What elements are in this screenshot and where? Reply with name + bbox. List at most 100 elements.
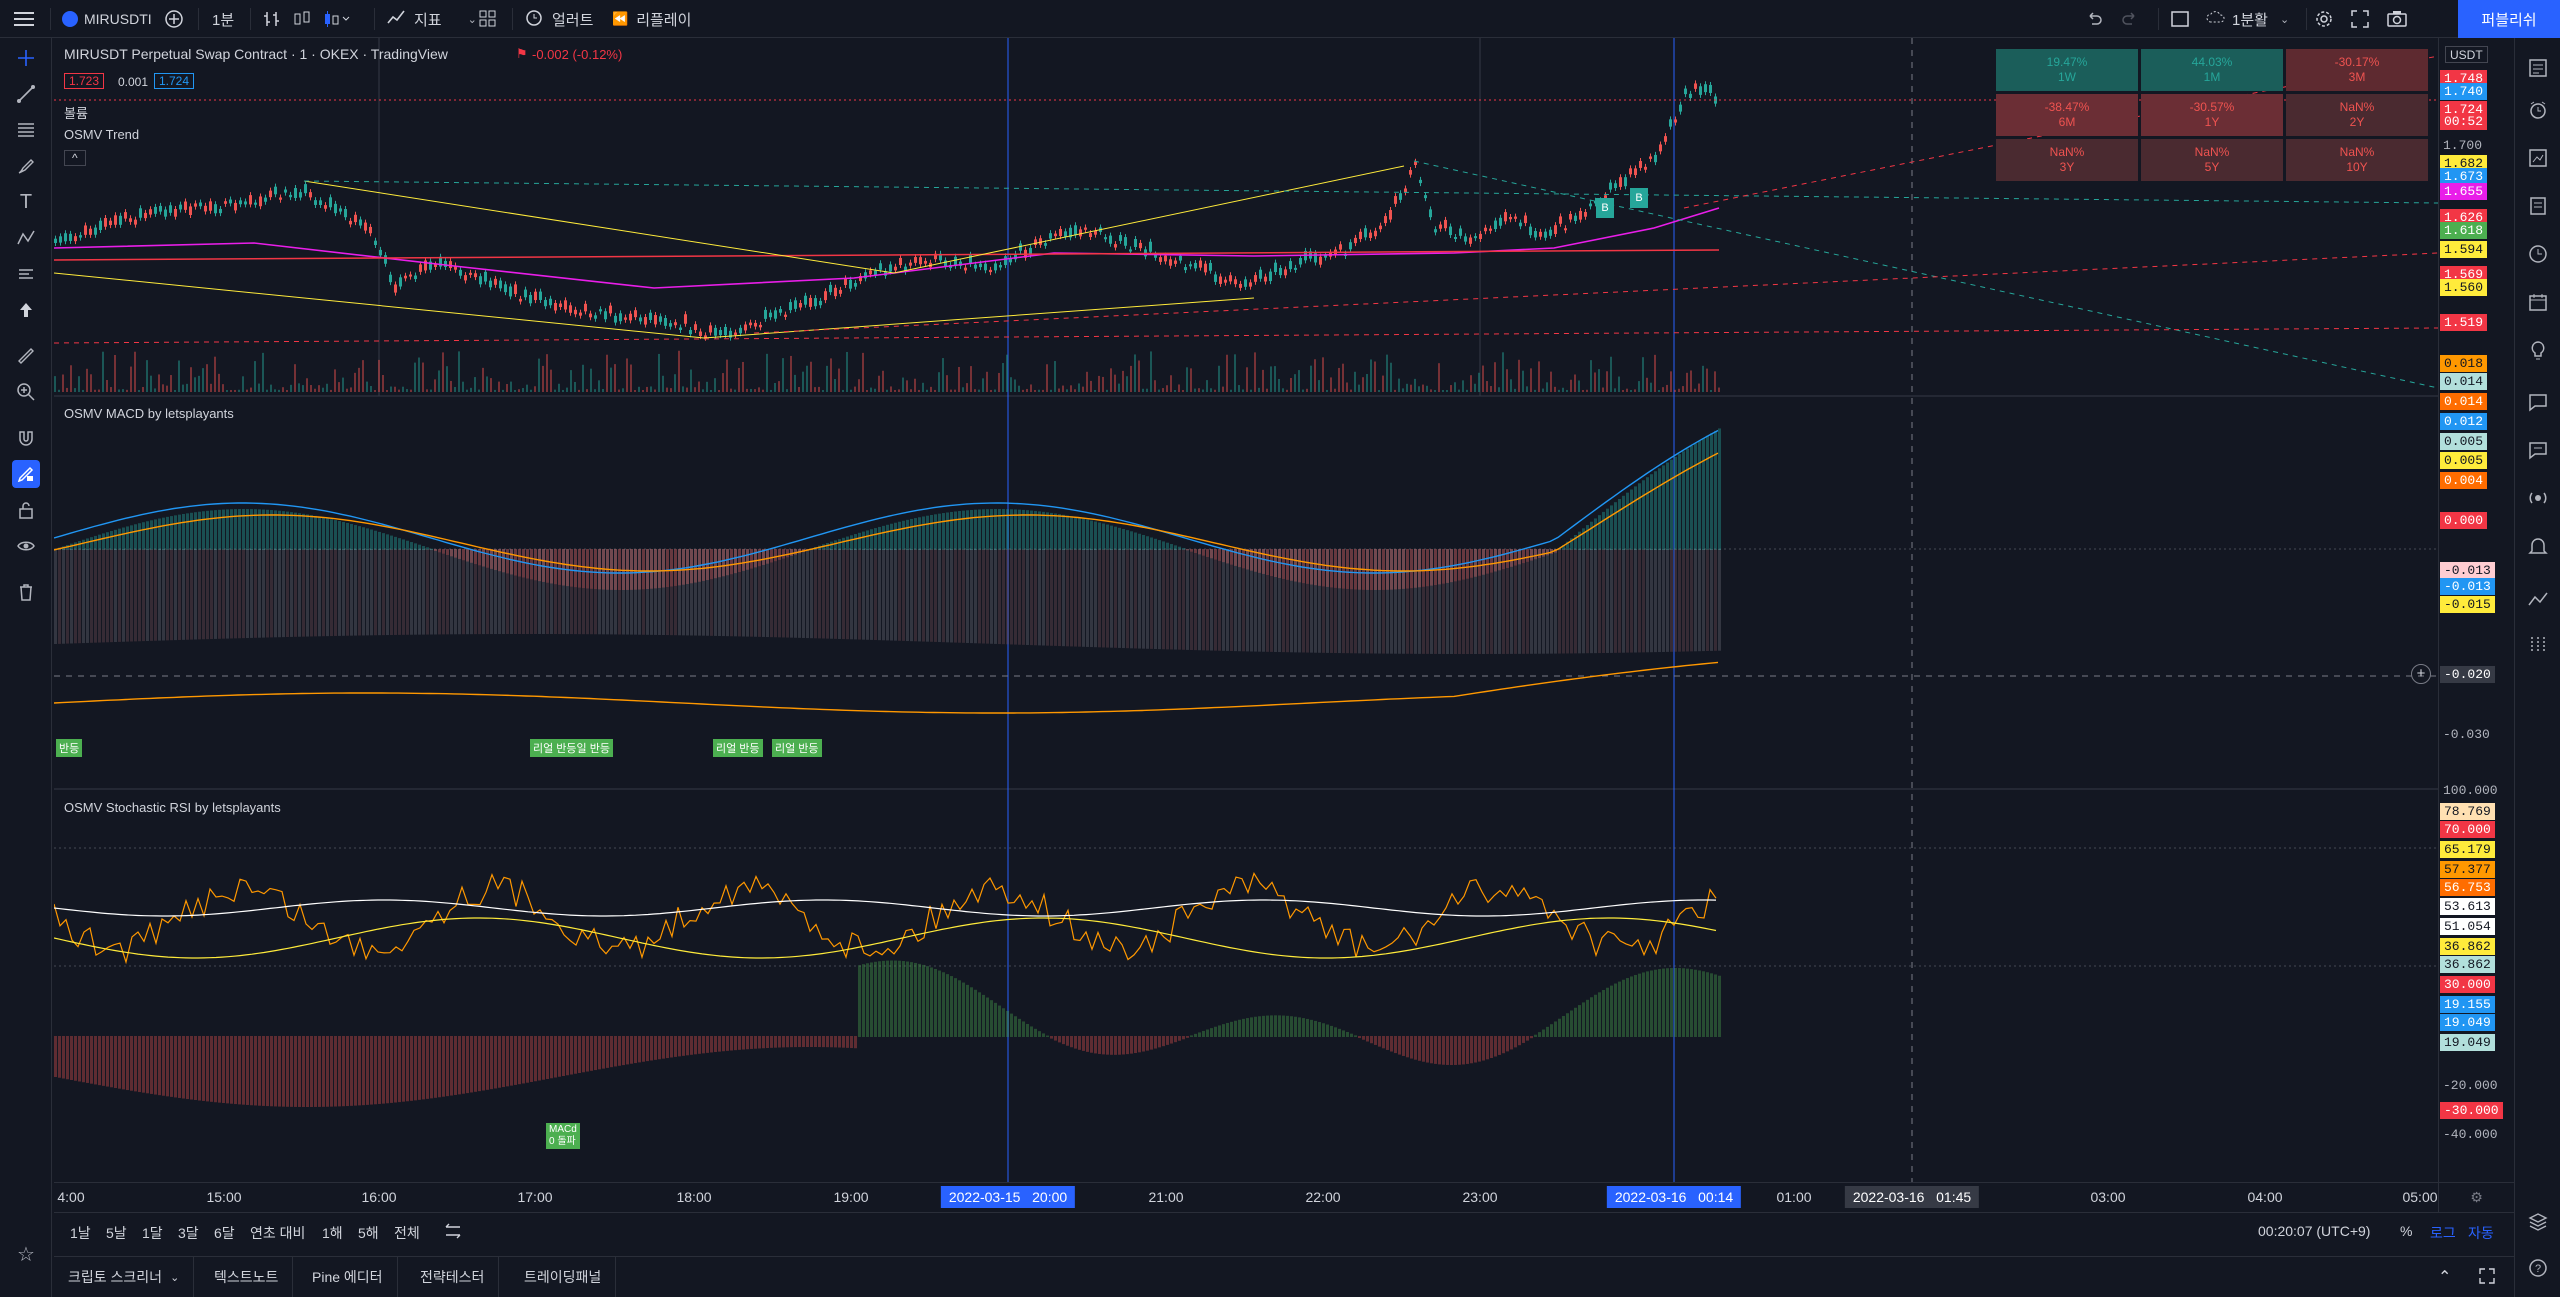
time-axis[interactable]: 4:00 15:00 16:00 17:00 18:00 19:00 21:00… (54, 1182, 2438, 1212)
streams-icon[interactable] (2524, 484, 2552, 512)
axis-settings-gear-icon[interactable]: ⚙ (2438, 1182, 2514, 1212)
chart-area[interactable]: MIRUSDT Perpetual Swap Contract · 1 · OK… (54, 38, 2438, 1182)
layout-square-icon[interactable] (2170, 0, 2190, 38)
bid-price[interactable]: 1.723 (64, 73, 105, 89)
chat-icon[interactable] (2524, 388, 2552, 416)
notification-bell-icon[interactable] (2524, 532, 2552, 560)
price-tag: -0.015 (2440, 596, 2495, 613)
undo-icon[interactable] (2084, 0, 2104, 38)
alarm-clock-icon[interactable] (2524, 96, 2552, 124)
range-1m[interactable]: 1달 (142, 1225, 163, 1241)
tab-strategy-tester[interactable]: 전략테스터 (406, 1257, 500, 1297)
ask-price[interactable]: 1.724 (154, 73, 195, 89)
volume-bar (858, 379, 860, 392)
pattern-icon[interactable] (12, 224, 40, 252)
timezone-clock[interactable]: 00:20:07 (UTC+9) (2258, 1223, 2371, 1239)
interval-button[interactable]: 1분 (212, 11, 235, 29)
help-icon[interactable]: ? (2524, 1254, 2552, 1282)
calendar-clock-icon[interactable] (2524, 240, 2552, 268)
volume-bar (386, 389, 388, 392)
symbol-search-button[interactable]: MIRUSDTI (62, 0, 152, 38)
collapse-panel-icon[interactable]: ⌃ (2438, 1269, 2452, 1286)
hotlist-icon[interactable] (2524, 192, 2552, 220)
camera-icon[interactable] (2386, 0, 2408, 38)
macd-pane-label[interactable]: OSMV MACD by letsplayants (64, 406, 234, 421)
price-scale[interactable]: USDT 1.748 1.740 1.724 00:52 1.682 1.673 1.655… (2438, 38, 2514, 1182)
bar-style-icon[interactable] (262, 0, 282, 38)
watchlist-icon[interactable] (2524, 54, 2552, 82)
volume-bar (842, 389, 844, 392)
macd-histogram-bar (1598, 515, 1601, 550)
tab-crypto-screener[interactable]: 크립토 스크리너 ⌄ (54, 1257, 195, 1297)
layers-icon[interactable] (2524, 1208, 2552, 1236)
stay-in-drawing-mode-icon[interactable] (12, 460, 40, 488)
volume-bar (1618, 376, 1620, 392)
candle-style-icon[interactable] (292, 0, 312, 38)
collapse-legend-button[interactable]: ^ (64, 150, 86, 166)
menu-icon[interactable] (14, 0, 34, 38)
brush-icon[interactable] (12, 152, 40, 180)
text-tool-icon[interactable]: T (19, 190, 33, 213)
zoom-in-icon[interactable] (12, 378, 40, 406)
range-5d[interactable]: 5날 (106, 1225, 127, 1241)
replay-button[interactable]: ⏪ 리플레이 (612, 0, 691, 38)
crosshair-icon[interactable] (12, 44, 40, 72)
prediction-icon[interactable] (12, 260, 40, 288)
redo-icon[interactable] (2120, 0, 2140, 38)
volume-legend[interactable]: 볼륨 (64, 106, 88, 121)
auto-toggle[interactable]: 자동 (2468, 1225, 2494, 1241)
tab-pine-editor[interactable]: Pine 에디터 (298, 1257, 398, 1297)
trend-chart-icon[interactable] (2524, 586, 2552, 614)
macd-histogram-bar (778, 549, 781, 560)
rsi-histogram-bar (518, 1036, 521, 1085)
macd-area-bar (190, 549, 193, 640)
alert-button[interactable]: 얼러트 (524, 0, 593, 38)
range-1y[interactable]: 1해 (322, 1225, 343, 1241)
star-icon[interactable]: ☆ (17, 1243, 35, 1266)
range-5y[interactable]: 5해 (358, 1225, 379, 1241)
magnet-icon[interactable] (12, 424, 40, 452)
lock-icon[interactable] (12, 496, 40, 524)
ruler-icon[interactable] (12, 342, 40, 370)
range-3m[interactable]: 3달 (178, 1225, 199, 1241)
rsi-pane-label[interactable]: OSMV Stochastic RSI by letsplayants (64, 800, 281, 815)
data-window-icon[interactable] (2524, 144, 2552, 172)
publish-button[interactable]: 퍼블리쉬 (2458, 0, 2560, 38)
maximize-panel-icon[interactable] (2478, 1267, 2496, 1288)
fullscreen-icon[interactable] (2350, 0, 2370, 38)
order-panel-icon[interactable] (2524, 630, 2552, 658)
range-ytd[interactable]: 연초 대비 (250, 1225, 306, 1241)
trend-legend[interactable]: OSMV Trend (64, 127, 140, 142)
volume-bar (1682, 386, 1684, 392)
trash-icon[interactable] (12, 578, 40, 606)
messages-icon[interactable] (2524, 436, 2552, 464)
range-all[interactable]: 전체 (394, 1225, 420, 1241)
percent-toggle[interactable]: % (2400, 1223, 2413, 1239)
volume-bar (1530, 368, 1532, 392)
arrow-up-icon[interactable] (12, 296, 40, 324)
chart-canvas[interactable] (54, 38, 2438, 1182)
log-toggle[interactable]: 로그 (2430, 1225, 2456, 1241)
layout-dropdown[interactable]: 1분활 ⌄ (2206, 0, 2289, 38)
fib-retracement-icon[interactable] (12, 116, 40, 144)
settings-gear-icon[interactable] (2314, 0, 2334, 38)
range-6m[interactable]: 6달 (214, 1225, 235, 1241)
eye-icon[interactable] (12, 532, 40, 560)
tab-text-notes[interactable]: 텍스트노트 (200, 1257, 294, 1297)
indicators-button[interactable]: 지표 ⌄ (386, 0, 477, 38)
trend-line-icon[interactable] (12, 80, 40, 108)
flag-icon[interactable]: ⚑ (516, 46, 528, 61)
date-range-icon[interactable] (444, 1223, 462, 1242)
range-1d[interactable]: 1날 (70, 1225, 91, 1241)
tab-trading-panel[interactable]: 트레이딩패널 (510, 1257, 617, 1297)
lightbulb-icon[interactable] (2524, 336, 2552, 364)
templates-icon[interactable] (478, 0, 498, 38)
currency-dropdown[interactable]: USDT (2445, 46, 2488, 63)
add-alert-plus-icon[interactable]: + (2411, 664, 2431, 684)
macd-area-bar (954, 549, 957, 643)
candle-body (1364, 228, 1367, 238)
compare-symbol-button[interactable] (164, 0, 184, 38)
macd-histogram-bar (1542, 549, 1545, 557)
calendar-icon[interactable] (2524, 288, 2552, 316)
chart-type-dropdown[interactable] (322, 0, 352, 38)
